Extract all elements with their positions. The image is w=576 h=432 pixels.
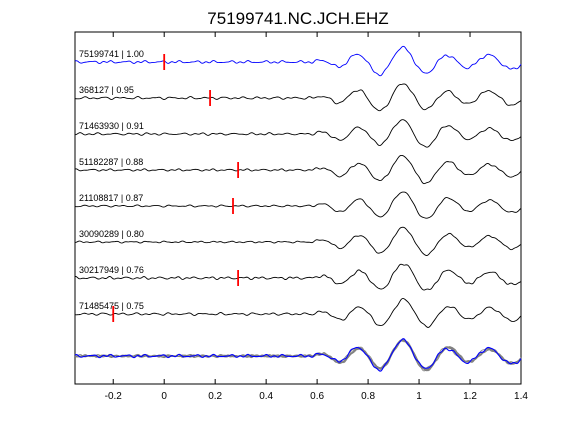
trace-line-0: [74, 45, 522, 77]
trace-line-1: [74, 83, 522, 112]
x-tick-label-4: 0.6: [310, 391, 324, 402]
stack-trace-6: [74, 340, 522, 370]
trace-label-6: 30217949 | 0.76: [79, 265, 144, 275]
trace-line-3: [74, 154, 522, 185]
trace-line-7: [74, 297, 522, 328]
x-tick-label-7: 1.2: [463, 391, 477, 402]
x-tick-label-5: 0.8: [361, 391, 375, 402]
trace-line-5: [74, 226, 522, 256]
trace-label-7: 71485475 | 0.75: [79, 301, 144, 311]
x-tick-label-6: 1: [416, 391, 422, 402]
trace-label-3: 51182287 | 0.88: [79, 157, 143, 167]
x-tick-label-1: 0: [161, 391, 167, 402]
trace-line-4: [74, 191, 522, 219]
chart-title: 75199741.NC.JCH.EHZ: [207, 9, 388, 28]
x-tick-label-0: -0.2: [105, 391, 123, 402]
x-tick-label-8: 1.4: [514, 391, 528, 402]
trace-label-2: 71463930 | 0.91: [79, 121, 144, 131]
trace-line-6: [74, 263, 522, 291]
trace-label-5: 30090289 | 0.80: [79, 229, 144, 239]
trace-label-0: 75199741 | 1.00: [79, 49, 144, 59]
x-tick-label-3: 0.4: [259, 391, 273, 402]
trace-label-4: 21108817 | 0.87: [79, 193, 143, 203]
trace-label-1: 368127 | 0.95: [79, 85, 134, 95]
x-axis: -0.2 0 0.2 0.4 0.6 0.8 1 1.2 1.4: [105, 32, 528, 402]
trace-line-2: [74, 119, 522, 148]
x-tick-label-2: 0.2: [208, 391, 222, 402]
traces-layer: 75199741 | 1.00 368127 | 0.95 71463930 | 0…: [74, 45, 522, 328]
plot-frame: [74, 31, 522, 385]
stack-trace-0: [74, 338, 522, 372]
stack-overlay: [74, 338, 522, 372]
